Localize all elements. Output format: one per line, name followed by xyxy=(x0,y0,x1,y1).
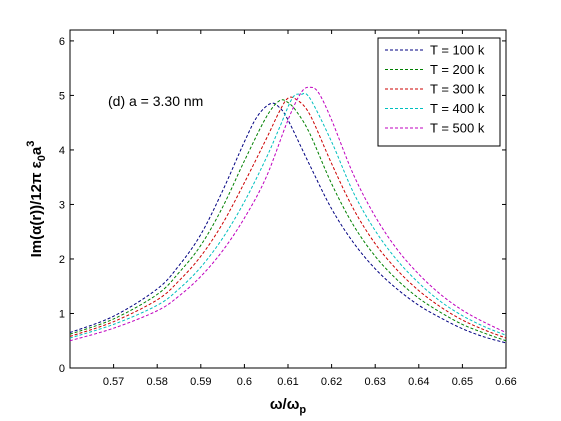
x-axis-title: ω/ωp xyxy=(270,396,307,416)
series-line-4 xyxy=(70,92,506,339)
legend: T = 100 k T = 200 k T = 300 k T = 400 k T = … xyxy=(377,37,501,147)
y-tick-label: 1 xyxy=(59,308,65,320)
legend-label-2: T = 200 k xyxy=(430,62,485,77)
legend-box xyxy=(377,37,501,147)
legend-label-1: T = 100 k xyxy=(430,43,485,58)
y-axis-title-subscript: 0 xyxy=(36,155,48,161)
series-line-5 xyxy=(70,86,506,342)
legend-items: T = 100 k T = 200 k T = 300 k T = 400 k T = … xyxy=(385,43,485,136)
panel-annotation: (d) a = 3.30 nm xyxy=(108,93,203,109)
series-line-1 xyxy=(70,102,506,344)
x-axis-title-main: ω/ω xyxy=(270,396,300,413)
x-tick-label: 0.61 xyxy=(277,376,298,388)
y-axis-title-superscript: 3 xyxy=(25,141,37,147)
series-layer xyxy=(70,86,506,344)
y-axis-title-tail: a xyxy=(28,146,45,155)
y-axis-title: Im(α(r))/12π ε0a3 xyxy=(25,141,48,258)
y-axis: 0 1 2 3 4 5 6 xyxy=(59,36,506,375)
x-tick-label: 0.64 xyxy=(408,376,429,388)
y-tick-label: 6 xyxy=(59,36,65,48)
legend-label-3: T = 300 k xyxy=(430,82,485,97)
x-tick-label: 0.62 xyxy=(321,376,342,388)
x-tick-label: 0.57 xyxy=(103,376,124,388)
x-tick-label: 0.6 xyxy=(237,376,252,388)
y-tick-label: 2 xyxy=(59,254,65,266)
y-tick-label: 0 xyxy=(59,363,65,375)
legend-label-4: T = 400 k xyxy=(430,101,485,116)
x-tick-label: 0.58 xyxy=(146,376,167,388)
series-line-2 xyxy=(70,99,506,342)
y-axis-title-main: Im(α(r))/12π ε xyxy=(28,161,45,257)
x-tick-label: 0.59 xyxy=(190,376,211,388)
x-axis: 0.57 0.58 0.59 0.6 0.61 0.62 0.63 0.64 0.65 0.66 xyxy=(103,30,517,388)
y-tick-label: 5 xyxy=(59,90,65,102)
legend-label-5: T = 500 k xyxy=(430,121,485,136)
y-tick-label: 4 xyxy=(59,145,65,157)
x-tick-label: 0.65 xyxy=(452,376,473,388)
y-tick-label: 3 xyxy=(59,199,65,211)
x-axis-title-subscript: p xyxy=(299,404,306,416)
x-tick-label: 0.66 xyxy=(495,376,516,388)
x-tick-label: 0.63 xyxy=(364,376,385,388)
